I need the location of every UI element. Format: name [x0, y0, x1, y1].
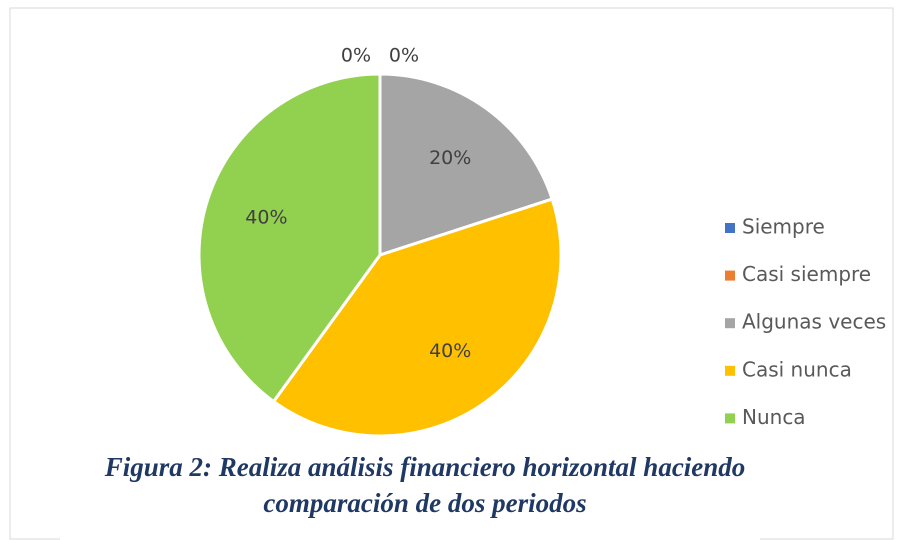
legend-swatch [725, 413, 735, 424]
legend-swatch [725, 318, 735, 329]
data-label: 20% [429, 147, 471, 169]
legend-swatch [725, 223, 735, 233]
pie-slice [197, 72, 382, 404]
pie-slice [271, 197, 563, 438]
data-label: 40% [245, 207, 287, 229]
caption-background [60, 448, 760, 540]
legend-label: Siempre [742, 215, 825, 239]
caption-line: Figura 2: Realiza análisis financiero ho… [104, 452, 746, 482]
legend-swatch [725, 270, 735, 281]
caption-line: comparación de dos periodos [263, 488, 586, 518]
pie-slice [378, 72, 555, 258]
data-label: 40% [429, 340, 471, 362]
legend-swatch [725, 365, 735, 376]
legend-label: Algunas veces [742, 310, 886, 334]
data-label: 0% [341, 45, 371, 67]
legend-label: Nunca [742, 405, 806, 429]
data-label: 0% [389, 45, 419, 67]
legend-label: Casi nunca [742, 357, 852, 381]
legend-label: Casi siempre [742, 262, 871, 286]
